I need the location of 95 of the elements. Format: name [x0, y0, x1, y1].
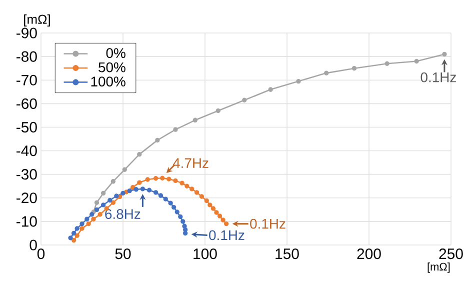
- point: [216, 108, 220, 114]
- point: [442, 52, 447, 57]
- point: [168, 200, 173, 206]
- point: [324, 70, 329, 76]
- point: [120, 190, 126, 196]
- point: [80, 221, 84, 226]
- point: [110, 200, 116, 205]
- point: [114, 194, 119, 198]
- x-tick-label: 0: [37, 248, 45, 260]
- point: [194, 190, 200, 195]
- y-tick-label: -10: [16, 216, 37, 227]
- y-tick-label: 0: [30, 240, 37, 250]
- annotation: 0.1Hz: [250, 218, 286, 229]
- y-tick-label: -40: [16, 145, 37, 156]
- point: [110, 179, 116, 184]
- point: [160, 176, 165, 180]
- point: [71, 230, 76, 236]
- point: [100, 190, 106, 196]
- point: [68, 236, 73, 240]
- point: [130, 184, 136, 190]
- y-tick-label: -50: [16, 122, 37, 133]
- point: [145, 177, 150, 182]
- point: [414, 58, 419, 64]
- point: [86, 221, 91, 226]
- point: [171, 204, 176, 210]
- y-axis-title: [mΩ]: [24, 14, 50, 26]
- point: [210, 206, 216, 211]
- point: [173, 178, 178, 184]
- x-tick-label: 250: [439, 248, 463, 260]
- point: [178, 214, 183, 220]
- point: [117, 194, 122, 200]
- point: [166, 176, 172, 182]
- point: [74, 233, 80, 238]
- point: [190, 186, 194, 192]
- point: [137, 180, 142, 185]
- annotation: 0.1Hz: [420, 72, 456, 82]
- x-tick-label: 100: [194, 248, 217, 260]
- point: [217, 214, 222, 218]
- point: [146, 188, 152, 192]
- point: [180, 180, 184, 186]
- point: [214, 210, 219, 215]
- point: [74, 226, 80, 231]
- point: [140, 186, 146, 192]
- point: [352, 66, 357, 71]
- point: [98, 212, 102, 217]
- annotation: 4.7Hz: [172, 158, 208, 168]
- point: [94, 207, 100, 212]
- point: [224, 221, 229, 226]
- point: [89, 212, 94, 217]
- point: [137, 152, 142, 157]
- point: [91, 216, 96, 222]
- point: [180, 219, 186, 224]
- x-axis-title: [mΩ]: [428, 262, 450, 273]
- point: [134, 187, 138, 192]
- point: [122, 167, 127, 172]
- point: [158, 193, 164, 198]
- legend-label: 0%: [106, 48, 126, 58]
- point: [100, 202, 106, 208]
- x-tick-label: 200: [357, 248, 381, 260]
- point: [94, 200, 100, 205]
- point: [204, 198, 209, 204]
- x-tick-label: 150: [276, 248, 299, 260]
- annotation: 0.1Hz: [209, 230, 244, 240]
- point: [184, 184, 190, 188]
- point: [199, 194, 204, 199]
- point: [182, 230, 188, 236]
- y-tick-label: -70: [16, 74, 37, 86]
- point: [153, 176, 158, 181]
- point: [173, 127, 178, 132]
- legend-label: 100%: [91, 76, 126, 86]
- point: [80, 226, 84, 231]
- point: [220, 218, 226, 222]
- point: [163, 196, 168, 202]
- x-tick-label: 50: [115, 248, 131, 260]
- point: [155, 138, 160, 143]
- point: [108, 198, 112, 203]
- point: [174, 210, 180, 214]
- point: [296, 78, 301, 84]
- y-tick-label: -90: [16, 28, 37, 38]
- y-tick-label: -20: [16, 192, 37, 204]
- y-tick-label: -60: [16, 98, 37, 109]
- point: [71, 238, 76, 243]
- annotation: 6.8Hz: [105, 209, 140, 220]
- point: [268, 87, 273, 92]
- point: [153, 190, 158, 195]
- point: [384, 61, 390, 66]
- point: [192, 118, 198, 123]
- y-tick-label: -80: [16, 51, 37, 62]
- point: [182, 224, 187, 229]
- y-tick-label: -30: [16, 169, 37, 180]
- point: [127, 188, 132, 194]
- point: [208, 202, 212, 208]
- legend-label: 50%: [98, 62, 126, 72]
- point: [242, 98, 247, 102]
- point: [84, 216, 90, 222]
